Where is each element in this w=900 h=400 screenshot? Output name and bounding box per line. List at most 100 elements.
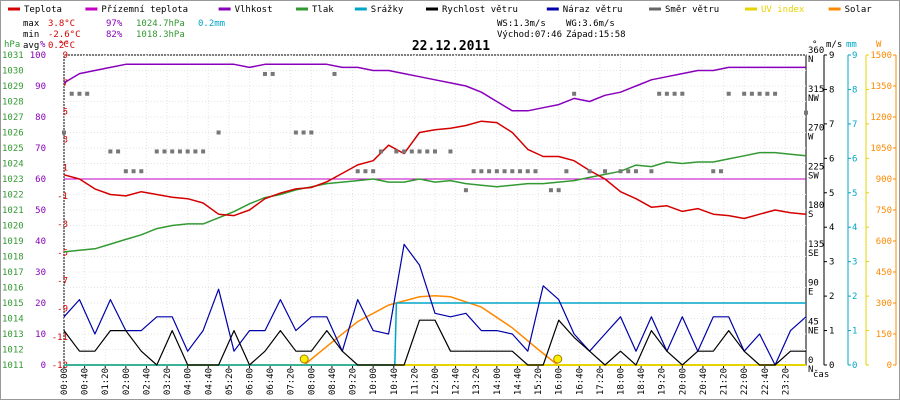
tick-label-time: 04:00 bbox=[184, 368, 194, 395]
tick-label-temp: -13 bbox=[52, 361, 68, 371]
tick-label-time: 12:00 bbox=[431, 368, 441, 395]
legend-label: UV index bbox=[761, 5, 805, 15]
tick-label-dir-name: W bbox=[808, 133, 814, 143]
tick-label-hpa: 1026 bbox=[2, 129, 24, 139]
tick-label-ms: 0 bbox=[829, 361, 834, 371]
unit-temp: °C bbox=[58, 40, 69, 50]
tick-label-dir-deg: 225 bbox=[808, 162, 824, 172]
unit-w: W bbox=[876, 40, 882, 50]
tick-label-hpa: 1028 bbox=[2, 98, 24, 108]
wind-direction-point bbox=[680, 91, 685, 96]
wind-direction-point bbox=[116, 149, 121, 154]
wind-direction-point bbox=[510, 169, 515, 174]
tick-label-hpa: 1018 bbox=[2, 253, 24, 263]
tick-label-time: 10:00 bbox=[369, 368, 379, 395]
tick-label-pct: 70 bbox=[35, 144, 46, 154]
tick-label-hpa: 1012 bbox=[2, 346, 24, 356]
legend-label: Přízemní teplota bbox=[101, 5, 188, 15]
wind-direction-point bbox=[626, 169, 631, 174]
tick-label-time: 00:40 bbox=[81, 368, 91, 395]
stat-min-press: 1018.3hPa bbox=[136, 30, 185, 40]
wind-direction-point bbox=[301, 130, 306, 135]
tick-label-mm: 5 bbox=[852, 189, 857, 199]
unit-ms: m/s bbox=[826, 40, 842, 50]
tick-label-dir-deg: 90 bbox=[808, 279, 819, 289]
series-solar bbox=[303, 295, 559, 366]
tick-label-hpa: 1019 bbox=[2, 237, 24, 247]
wind-direction-point bbox=[262, 71, 267, 76]
tick-label-w: 150 bbox=[876, 330, 892, 340]
tick-label-w: 300 bbox=[876, 299, 892, 309]
tick-label-dir-deg: 180 bbox=[808, 201, 824, 211]
tick-label-hpa: 1020 bbox=[2, 222, 24, 232]
wind-direction-point bbox=[765, 91, 770, 96]
tick-label-mm: 0 bbox=[852, 361, 857, 371]
stat-max-temp: 3.8°C bbox=[48, 19, 75, 29]
wind-direction-point bbox=[85, 91, 90, 96]
tick-label-time: 13:20 bbox=[472, 368, 482, 395]
tick-label-time: 11:20 bbox=[410, 368, 420, 395]
tick-label-temp: 3 bbox=[63, 136, 68, 146]
tick-label-ms: 3 bbox=[829, 258, 834, 268]
unit-mm: mm bbox=[846, 40, 857, 50]
wind-direction-point bbox=[332, 71, 337, 76]
tick-label-mm: 9 bbox=[852, 51, 857, 61]
tick-label-ms: 5 bbox=[829, 189, 834, 199]
tick-label-dir-deg: 360 bbox=[808, 46, 824, 56]
wind-direction-point bbox=[463, 188, 468, 193]
tick-label-mm: 1 bbox=[852, 327, 857, 337]
wind-direction-point bbox=[548, 188, 553, 193]
wind-direction-point bbox=[363, 169, 368, 174]
legend-label: Teplota bbox=[24, 5, 62, 15]
tick-label-time: 02:40 bbox=[142, 368, 152, 395]
wind-direction-point bbox=[69, 91, 74, 96]
tick-label-pct: 100 bbox=[30, 51, 46, 61]
tick-label-time: 14:00 bbox=[493, 368, 503, 395]
tick-label-w: 1200 bbox=[870, 113, 892, 123]
legend-label: Směr větru bbox=[665, 5, 719, 15]
wind-direction-point bbox=[293, 130, 298, 135]
tick-label-time: 04:40 bbox=[204, 368, 214, 395]
tick-label-w: 1500 bbox=[870, 51, 892, 61]
stat-min-label: min bbox=[23, 30, 39, 40]
tick-label-temp: 9 bbox=[63, 51, 68, 61]
tick-label-time: 22:40 bbox=[761, 368, 771, 395]
tick-label-pct: 60 bbox=[35, 175, 46, 185]
wind-direction-point bbox=[394, 149, 399, 154]
wind-direction-point bbox=[533, 169, 538, 174]
tick-label-time: 17:20 bbox=[596, 368, 606, 395]
unit-hpa: hPa bbox=[4, 40, 20, 50]
wind-direction-point bbox=[193, 149, 198, 154]
tick-label-pct: 40 bbox=[35, 237, 46, 247]
stat-avg-temp: 0.2°C bbox=[48, 41, 75, 51]
wind-direction-point bbox=[726, 91, 731, 96]
tick-label-hpa: 1016 bbox=[2, 284, 24, 294]
tick-label-mm: 4 bbox=[852, 223, 857, 233]
tick-label-w: 1050 bbox=[870, 144, 892, 154]
wind-direction-point bbox=[804, 110, 808, 115]
wind-direction-point bbox=[77, 91, 82, 96]
tick-label-dir-deg: 45 bbox=[808, 317, 819, 327]
stat-max-label: max bbox=[23, 19, 40, 29]
tick-label-mm: 8 bbox=[852, 85, 857, 95]
tick-label-hpa: 1022 bbox=[2, 191, 24, 201]
tick-label-w: 900 bbox=[876, 175, 892, 185]
wind-direction-point bbox=[518, 169, 523, 174]
tick-label-ms: 9 bbox=[829, 51, 834, 61]
tick-label-ms: 2 bbox=[829, 292, 834, 302]
sun-marker bbox=[299, 354, 309, 364]
wind-direction-point bbox=[672, 91, 677, 96]
wind-direction-point bbox=[123, 169, 128, 174]
series-pressure bbox=[63, 151, 807, 253]
wind-direction-point bbox=[409, 149, 414, 154]
wind-direction-point bbox=[749, 91, 754, 96]
tick-label-dir-name: S bbox=[808, 210, 813, 220]
tick-label-temp: -9 bbox=[57, 305, 68, 315]
tick-label-time: 19:20 bbox=[658, 368, 668, 395]
wind-direction-point bbox=[664, 91, 669, 96]
tick-label-dir-name: SW bbox=[808, 171, 819, 181]
tick-label-time: 16:40 bbox=[575, 368, 585, 395]
tick-label-temp: 7 bbox=[63, 79, 68, 89]
tick-label-time: 00:00 bbox=[60, 368, 70, 395]
